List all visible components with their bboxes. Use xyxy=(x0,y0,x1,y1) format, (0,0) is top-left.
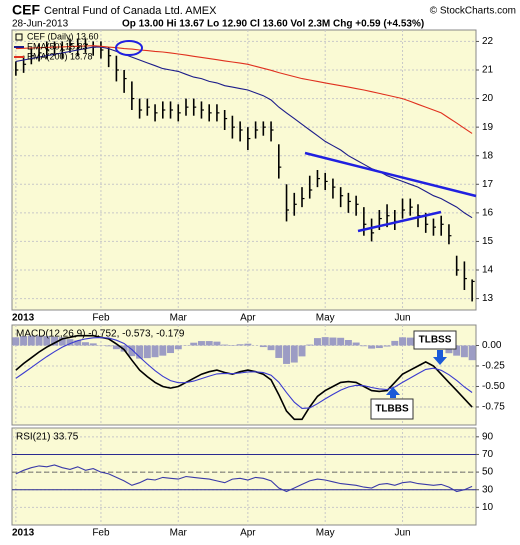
panel-label: RSI(21) 33.75 xyxy=(16,432,79,443)
histogram-bar xyxy=(368,345,375,348)
x-tick-label: 2013 xyxy=(12,313,35,324)
histogram-bar xyxy=(345,340,352,345)
legend-label: EMA(50) 15.83 xyxy=(27,41,88,51)
histogram-bar xyxy=(237,344,244,345)
histogram-bar xyxy=(399,337,406,345)
x-tick-label: May xyxy=(316,528,335,539)
x-tick-label: Feb xyxy=(92,313,110,324)
y-tick-label: 50 xyxy=(482,467,494,478)
legend-label: EMA(200) 18.78 xyxy=(27,51,93,61)
x-tick-label: Jun xyxy=(394,313,410,324)
histogram-bar xyxy=(206,341,213,345)
histogram-bar xyxy=(159,345,166,355)
histogram-bar xyxy=(221,345,228,346)
histogram-bar xyxy=(407,338,414,346)
histogram-bar xyxy=(105,345,112,346)
histogram-bar xyxy=(283,345,290,363)
source: © StockCharts.com xyxy=(430,6,516,17)
y-tick-label: 10 xyxy=(482,502,494,513)
y-tick-label: 22 xyxy=(482,36,494,47)
y-tick-label: 70 xyxy=(482,449,494,460)
x-tick-label: Feb xyxy=(92,528,110,539)
histogram-bar xyxy=(198,341,205,345)
histogram-bar xyxy=(213,342,220,346)
histogram-bar xyxy=(275,345,282,357)
histogram-bar xyxy=(461,345,468,357)
histogram-bar xyxy=(329,338,336,346)
rsi-panel xyxy=(12,428,476,525)
histogram-bar xyxy=(268,345,275,350)
histogram-bar xyxy=(90,343,97,345)
histogram-bar xyxy=(260,345,267,347)
histogram-bar xyxy=(175,345,182,349)
y-tick-label: -0.75 xyxy=(482,402,505,413)
y-tick-label: 19 xyxy=(482,122,494,133)
histogram-bar xyxy=(190,343,197,346)
histogram-bar xyxy=(469,345,476,360)
x-tick-label: Mar xyxy=(170,528,188,539)
histogram-bar xyxy=(322,337,329,345)
x-tick-label: May xyxy=(316,313,335,324)
x-tick-label: Apr xyxy=(240,313,256,324)
y-tick-label: 17 xyxy=(482,179,494,190)
panel-label: MACD(12,26,9) -0.752, -0.573, -0.179 xyxy=(16,329,185,340)
histogram-bar xyxy=(244,344,251,346)
histogram-bar xyxy=(360,345,367,346)
title: CEF xyxy=(12,2,40,18)
y-tick-label: 90 xyxy=(482,431,494,442)
annotation: TLBSS xyxy=(419,335,452,346)
histogram-bar xyxy=(144,345,151,358)
histogram-bar xyxy=(353,343,360,346)
x-tick-label: Mar xyxy=(170,313,188,324)
quote: Op 13.00 Hi 13.67 Lo 12.90 Cl 13.60 Vol … xyxy=(122,19,424,30)
y-tick-label: 0.00 xyxy=(482,340,502,351)
y-tick-label: 13 xyxy=(482,293,494,304)
histogram-bar xyxy=(291,345,298,362)
histogram-bar xyxy=(314,338,321,345)
x-tick-label: Jun xyxy=(394,528,410,539)
y-tick-label: 30 xyxy=(482,484,494,495)
histogram-bar xyxy=(299,345,306,356)
price-panel xyxy=(12,30,476,310)
y-tick-label: 21 xyxy=(482,65,494,76)
histogram-bar xyxy=(337,338,344,346)
histogram-bar xyxy=(391,341,398,346)
histogram-bar xyxy=(152,345,159,357)
date: 28-Jun-2013 xyxy=(12,19,69,30)
y-tick-label: 15 xyxy=(482,236,494,247)
y-tick-label: 20 xyxy=(482,93,494,104)
x-tick-label: 2013 xyxy=(12,528,35,539)
histogram-bar xyxy=(306,345,313,346)
histogram-bar xyxy=(82,342,89,345)
histogram-bar xyxy=(384,345,391,346)
histogram-bar xyxy=(376,345,383,348)
annotation: TLBBS xyxy=(375,404,409,415)
y-tick-label: -0.50 xyxy=(482,381,505,392)
y-tick-label: -0.25 xyxy=(482,361,505,372)
y-tick-label: 14 xyxy=(482,265,494,276)
histogram-bar xyxy=(167,345,174,353)
y-tick-label: 16 xyxy=(482,207,494,218)
subtitle: Central Fund of Canada Ltd. AMEX xyxy=(44,5,217,17)
x-tick-label: Apr xyxy=(240,528,256,539)
legend-label: CEF (Daily) 13.60 xyxy=(27,31,99,41)
y-tick-label: 18 xyxy=(482,150,494,161)
